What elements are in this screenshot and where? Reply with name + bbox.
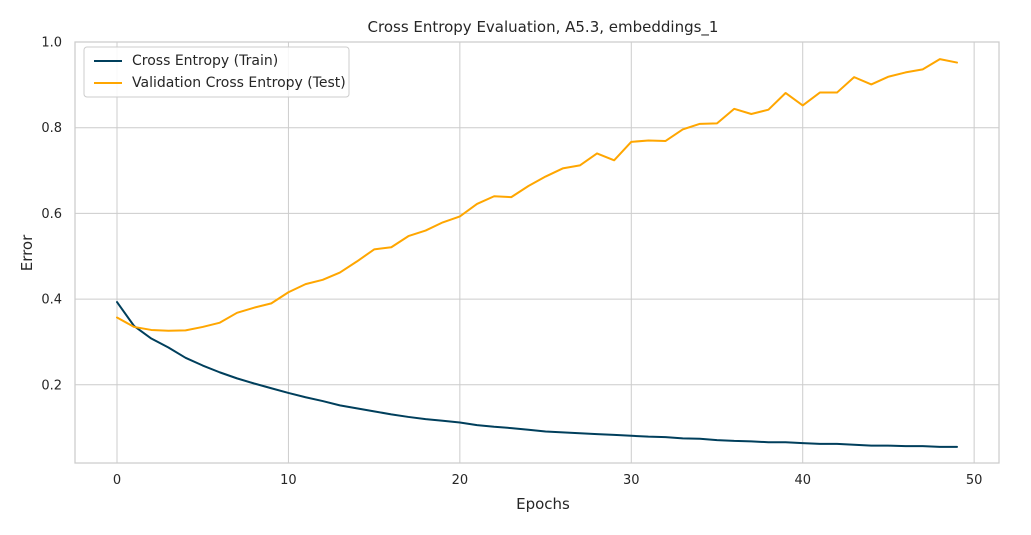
legend-label-test: Validation Cross Entropy (Test) — [132, 75, 346, 91]
x-tick-label: 10 — [280, 473, 297, 488]
grid — [75, 41, 999, 463]
x-tick-label: 30 — [623, 473, 640, 488]
y-tick-label: 0.4 — [41, 293, 62, 308]
series-line-test — [116, 58, 958, 332]
y-axis-label: Error — [18, 234, 36, 271]
x-tick-label: 40 — [794, 473, 811, 488]
chart-title: Cross Entropy Evaluation, A5.3, embeddin… — [368, 18, 719, 37]
y-tick-label: 0.6 — [41, 207, 62, 222]
series-layer — [116, 58, 958, 448]
x-axis-label: Epochs — [516, 495, 570, 513]
plot-area — [74, 41, 1000, 464]
tick-labels: 0 10 20 30 40 50 0.2 0.4 0.6 0.8 1.0 — [41, 36, 982, 489]
series-line-train — [116, 301, 958, 448]
y-tick-label: 0.8 — [41, 121, 62, 136]
x-tick-label: 20 — [452, 473, 469, 488]
legend-label-train: Cross Entropy (Train) — [132, 53, 278, 69]
y-tick-label: 0.2 — [41, 378, 62, 393]
legend: Cross Entropy (Train) Validation Cross E… — [83, 46, 350, 98]
x-tick-label: 50 — [966, 473, 983, 488]
y-tick-label: 1.0 — [41, 36, 62, 51]
x-tick-label: 0 — [113, 473, 121, 488]
legend-box — [83, 46, 350, 98]
